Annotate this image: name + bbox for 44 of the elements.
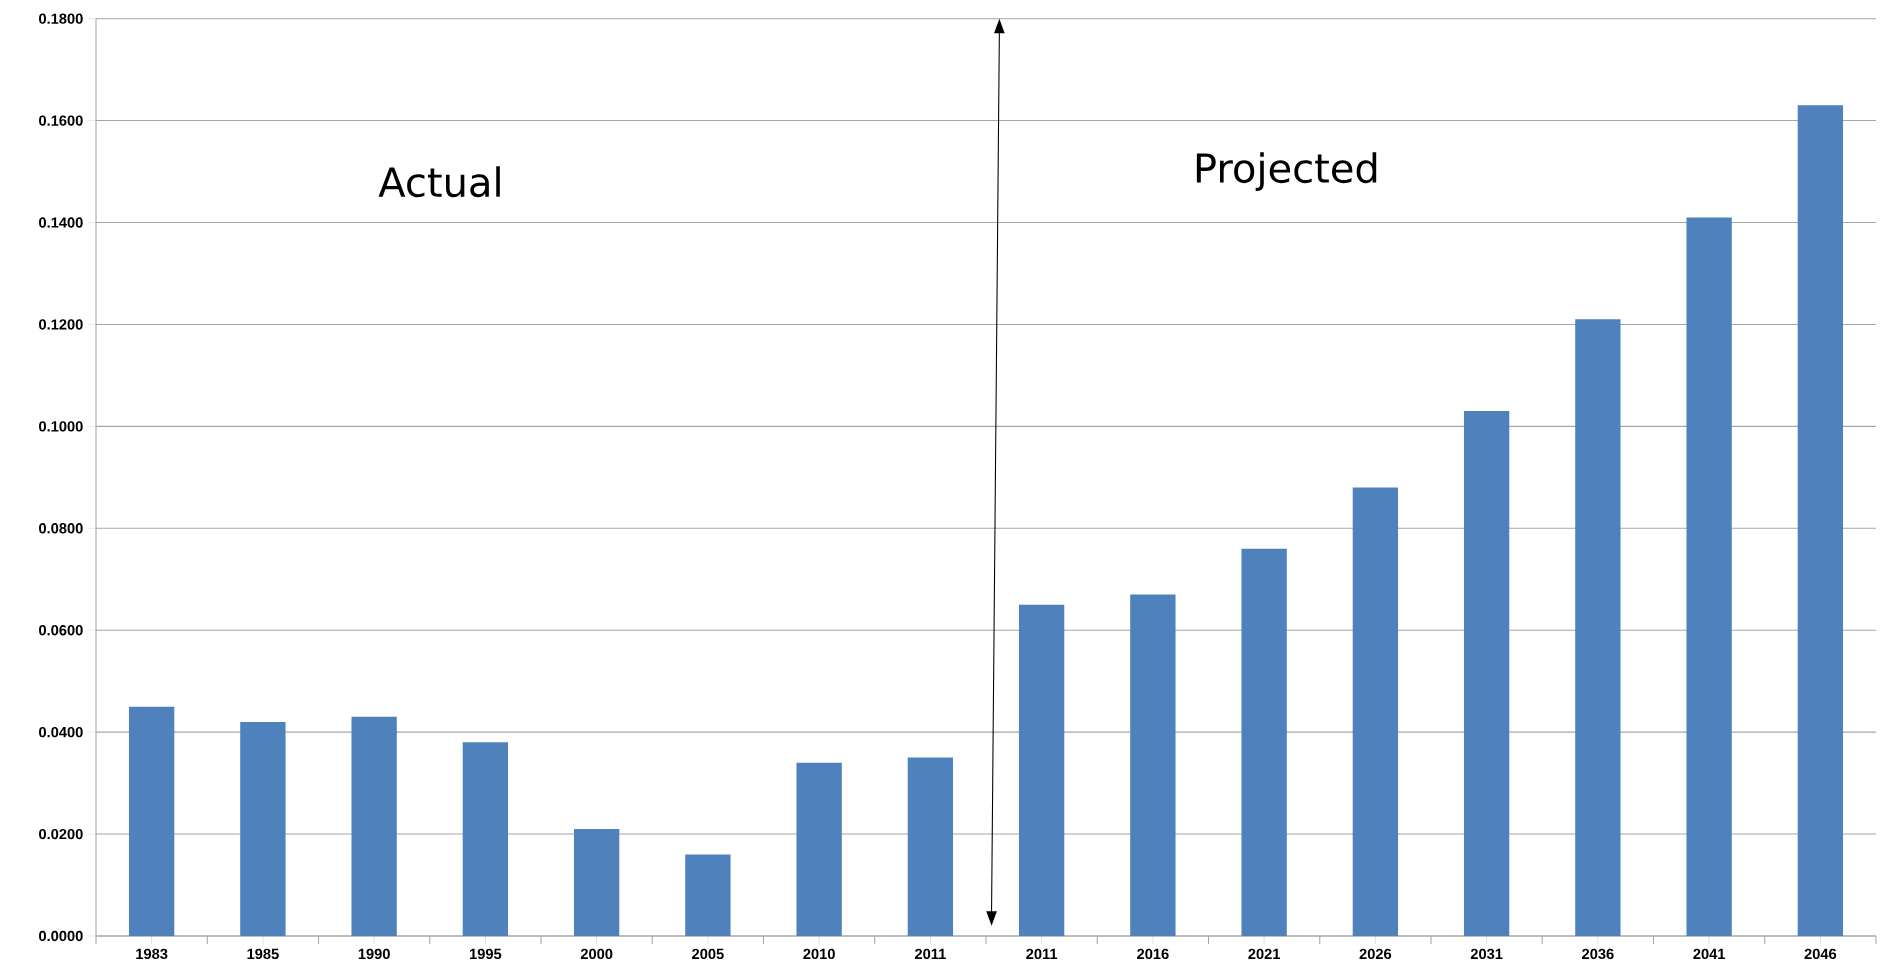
y-tick-label: 0.0000 — [39, 930, 83, 942]
bar — [1352, 487, 1399, 936]
bar — [573, 828, 620, 936]
bar — [462, 742, 509, 936]
bar — [351, 716, 397, 936]
bar — [685, 854, 731, 936]
bar — [1575, 319, 1621, 936]
x-tick-label: 2036 — [1582, 948, 1614, 959]
bar — [907, 757, 954, 936]
y-tick-label: 0.0400 — [39, 726, 83, 738]
x-tick-label: 2031 — [1470, 948, 1503, 959]
annotation: Projected — [1196, 152, 1377, 191]
bar — [1463, 410, 1510, 936]
x-tick-label: 2021 — [1248, 948, 1281, 959]
y-tick-label: 0.0600 — [39, 624, 83, 636]
annotation: Actual — [378, 166, 500, 198]
x-tick-label: 2026 — [1359, 948, 1392, 959]
bar — [1018, 604, 1065, 936]
bar — [1686, 217, 1732, 936]
y-tick-label: 0.1200 — [39, 319, 83, 330]
y-tick-label: 0.1600 — [39, 115, 83, 126]
x-tick-label: 1995 — [469, 948, 502, 959]
y-tick-label: 0.1000 — [39, 421, 83, 432]
bar — [1130, 594, 1176, 936]
y-tick-label: 0.1400 — [39, 217, 83, 228]
bar — [128, 706, 175, 936]
x-tick-label: 2046 — [1804, 948, 1837, 959]
x-tick-label: 2041 — [1693, 948, 1726, 959]
x-tick-label: 1990 — [358, 948, 390, 959]
x-tick-label: 2011 — [1026, 948, 1058, 959]
bar — [240, 721, 286, 936]
bar — [1797, 105, 1844, 936]
x-tick-label: 2011 — [914, 948, 946, 959]
y-tick-label: 0.0200 — [39, 828, 83, 840]
y-tick-label: 0.0800 — [39, 522, 83, 534]
x-tick-label: 2010 — [803, 948, 835, 959]
y-tick-label: 0.1800 — [39, 13, 83, 24]
x-tick-label: 2016 — [1137, 948, 1169, 959]
x-tick-label: 2005 — [692, 948, 724, 959]
x-tick-label: 1985 — [247, 948, 279, 959]
bar — [1241, 548, 1287, 936]
x-tick-label: 1983 — [136, 948, 168, 959]
bar — [796, 762, 842, 936]
x-tick-label: 2000 — [580, 948, 613, 959]
